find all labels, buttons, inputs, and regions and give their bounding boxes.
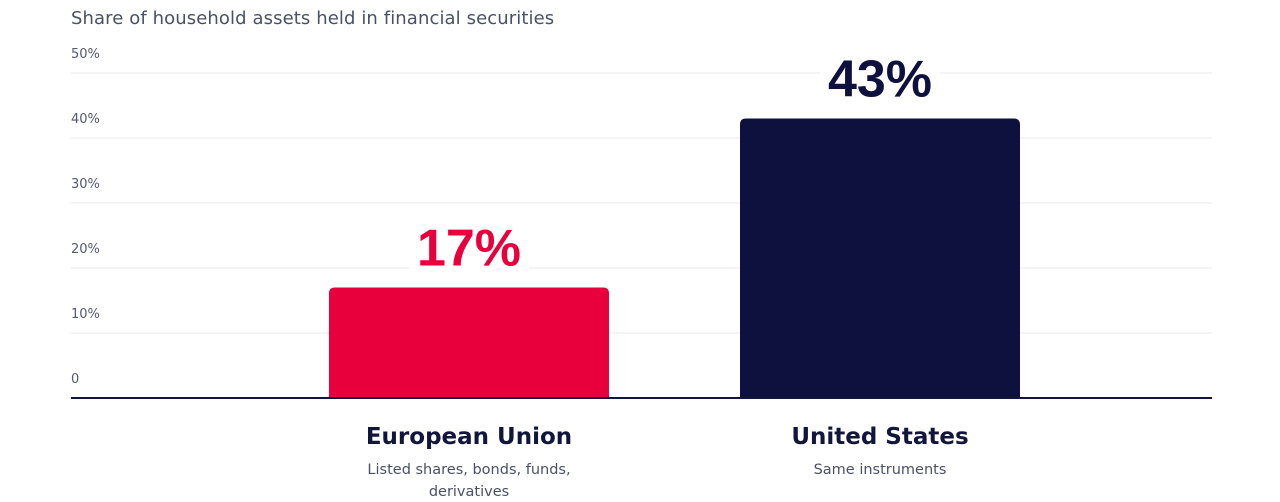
- bar-value-label: 43%: [828, 51, 932, 109]
- y-tick-label: 30%: [71, 177, 100, 192]
- value-label-bg: [820, 48, 940, 105]
- bar: [329, 287, 609, 398]
- value-label-bg: [409, 217, 529, 274]
- y-tick-label: 10%: [71, 307, 100, 322]
- category-label: United States: [791, 424, 968, 450]
- y-tick-label: 40%: [71, 112, 100, 127]
- category-subtitle: Listed shares, bonds, funds, derivatives: [367, 462, 570, 500]
- category-label: European Union: [366, 424, 572, 450]
- y-tick-label: 50%: [71, 47, 100, 62]
- y-tick-label: 20%: [71, 242, 100, 257]
- bar-value-label: 17%: [417, 220, 521, 278]
- bar: [740, 118, 1020, 398]
- y-tick-label: 0: [71, 372, 79, 387]
- category-subtitle: Same instruments: [814, 462, 947, 478]
- chart-title: Share of household assets held in financ…: [71, 8, 555, 29]
